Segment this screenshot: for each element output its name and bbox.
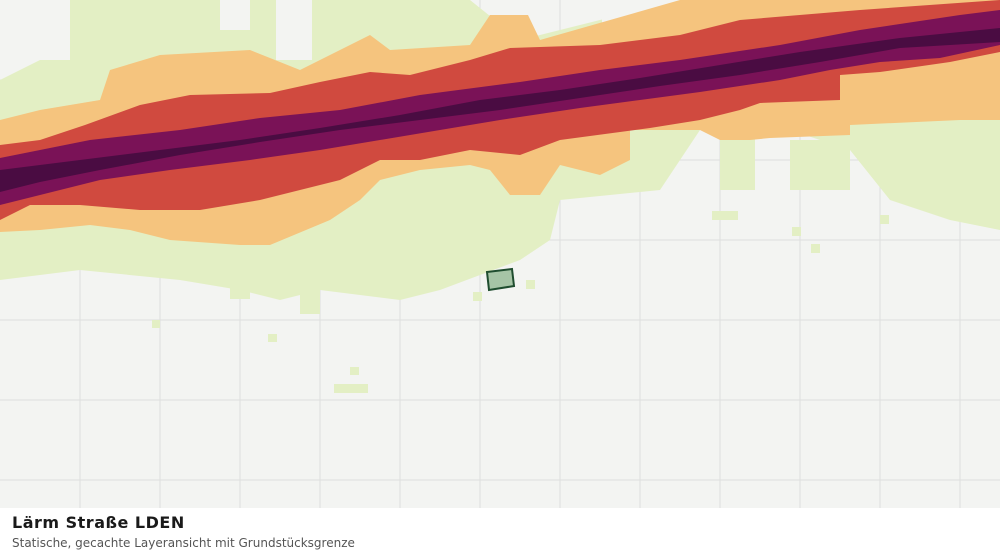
parcel-boundary	[485, 267, 516, 292]
map	[0, 0, 1000, 508]
noise-zone-extreme	[0, 28, 1000, 192]
map-title: Lärm Straße LDEN	[12, 513, 185, 532]
map-subtitle: Statische, gecachte Layeransicht mit Gru…	[12, 536, 355, 550]
